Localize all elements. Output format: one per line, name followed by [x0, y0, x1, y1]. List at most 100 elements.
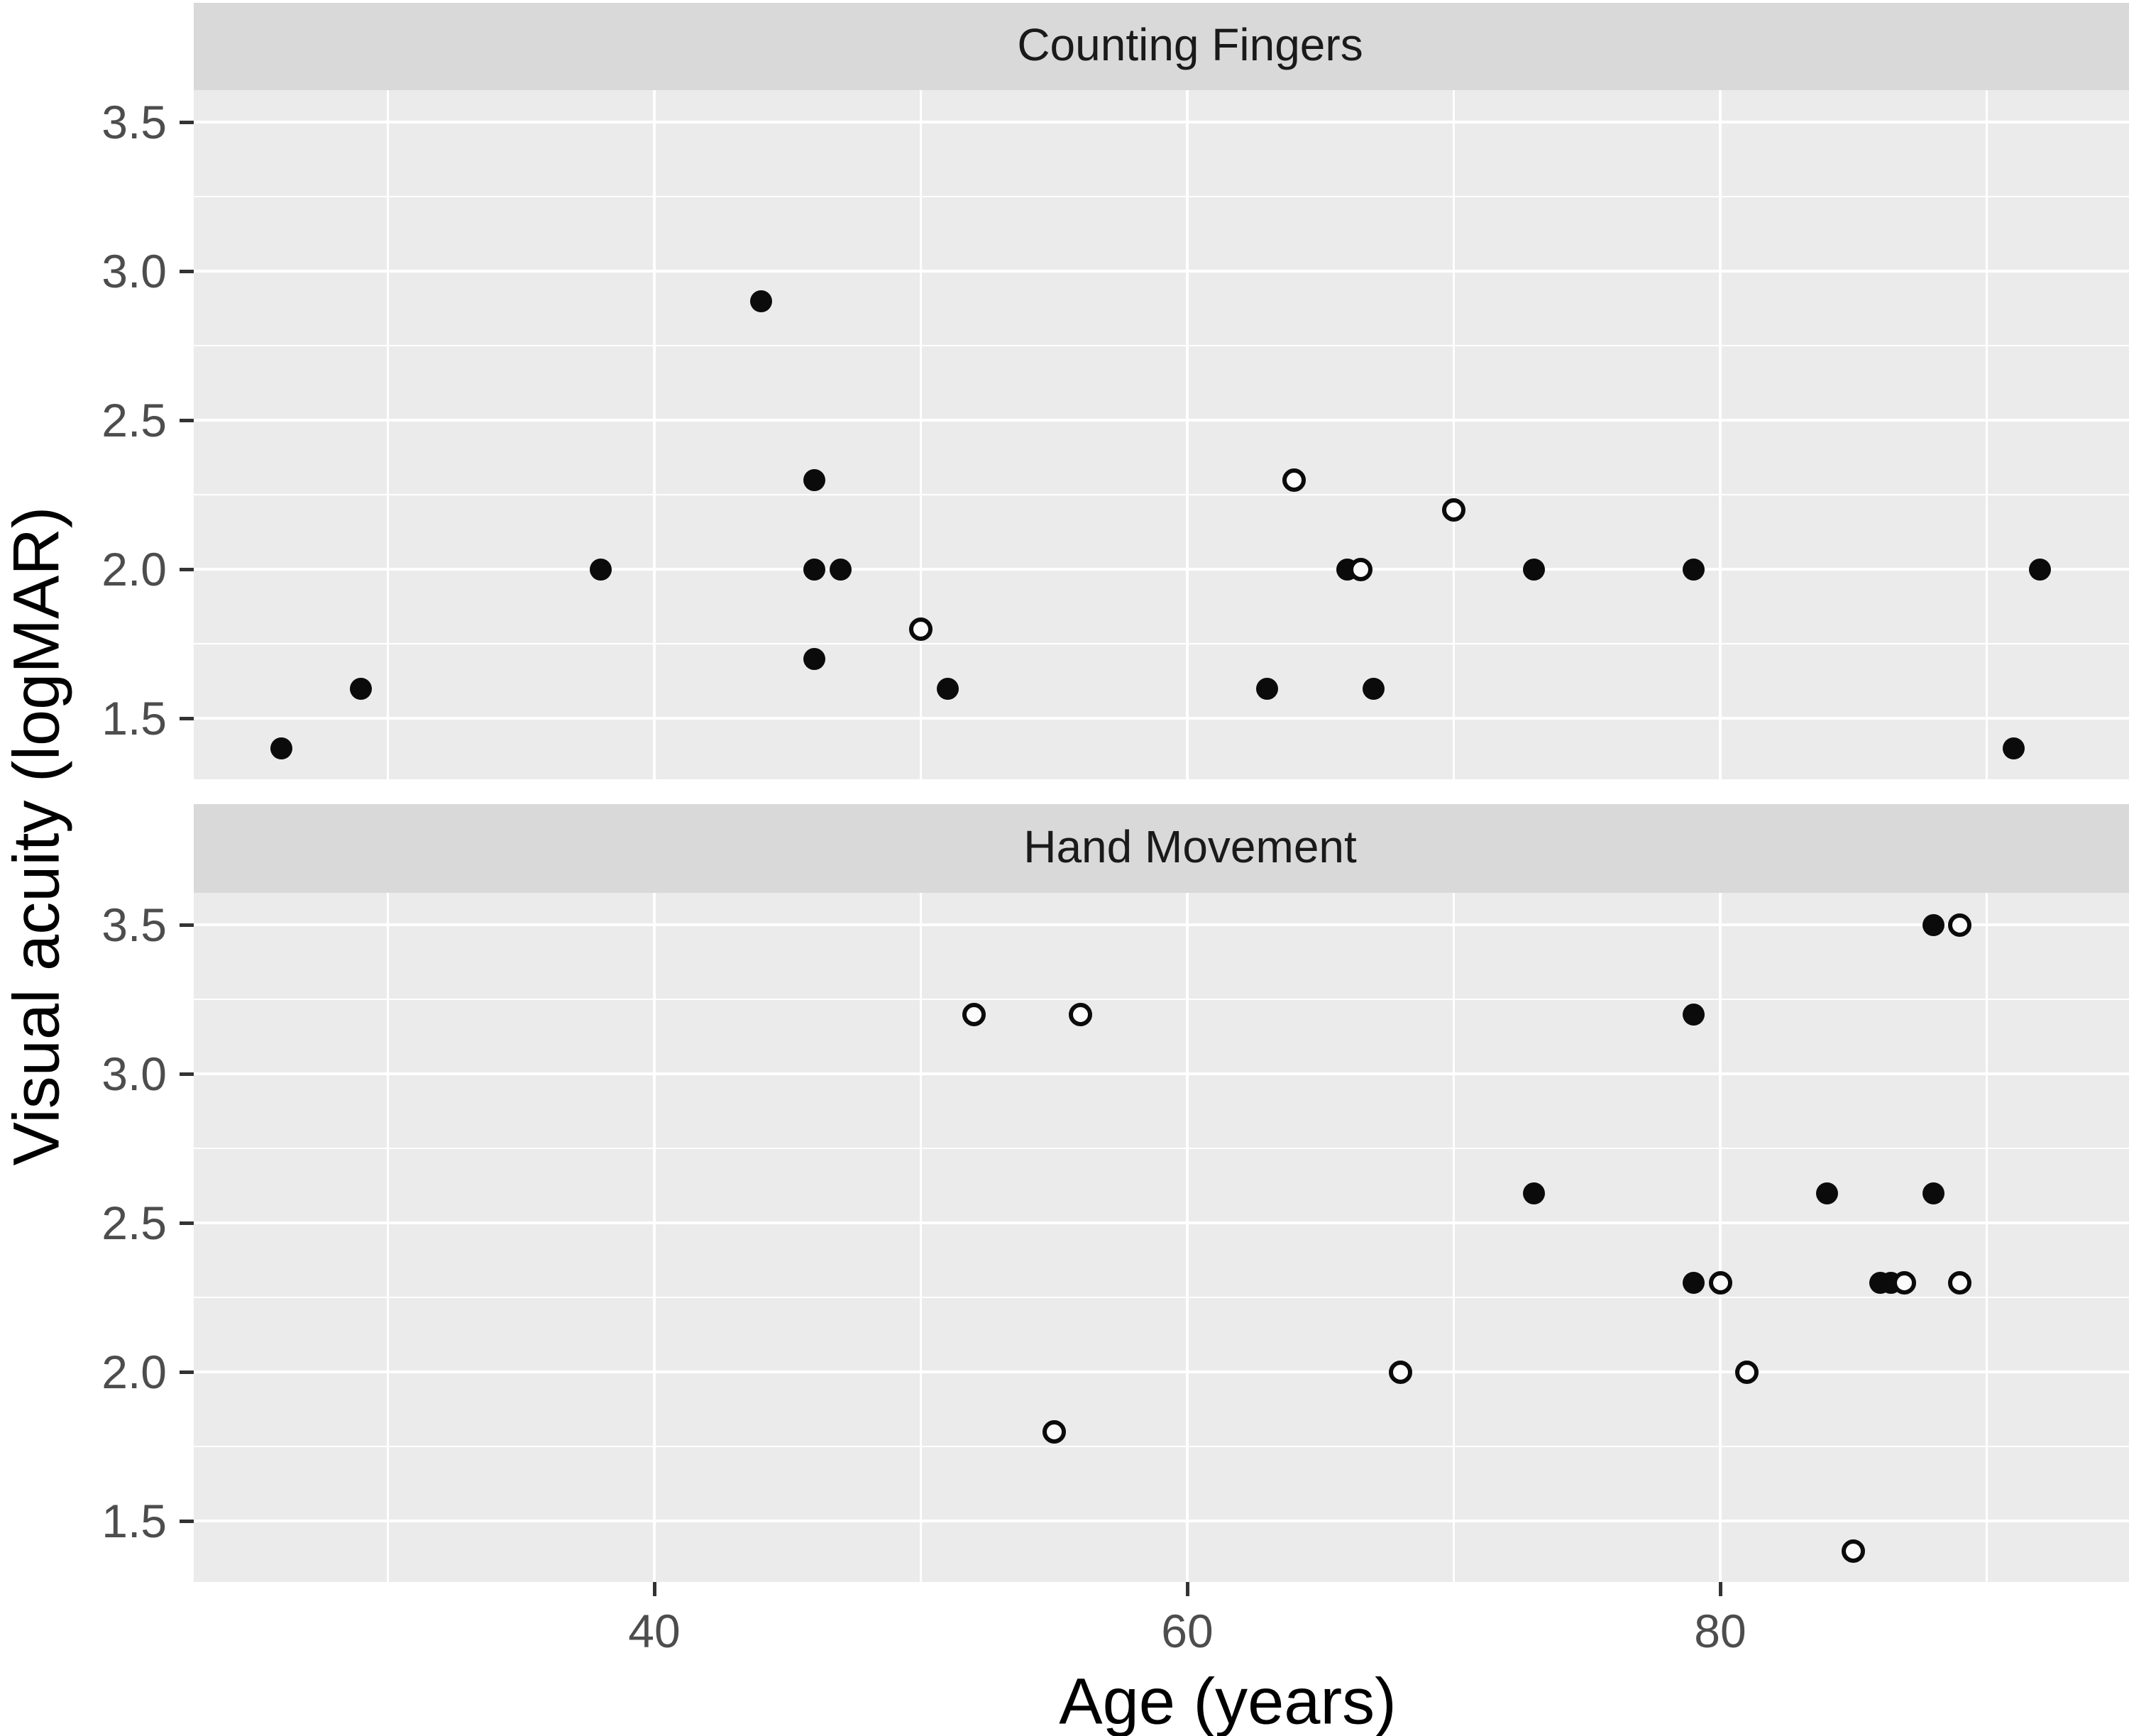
y-tick-mark [180, 567, 194, 571]
data-point-filled [1522, 558, 1545, 581]
x-tick-label: 60 [1161, 1605, 1214, 1657]
gridline-minor-x [387, 893, 389, 1582]
y-tick-mark [180, 269, 194, 273]
data-point-filled [1682, 1003, 1705, 1026]
x-axis-title: Age (years) [1059, 1665, 1397, 1736]
data-point-open [909, 617, 933, 641]
data-point-filled [270, 737, 292, 759]
gridline-minor-y [194, 998, 2129, 1001]
x-tick-mark [1185, 1582, 1189, 1596]
data-point-filled [1922, 913, 1944, 936]
data-point-filled [1682, 558, 1705, 581]
gridline-minor-y [194, 642, 2129, 645]
gridline-major-y [194, 419, 2129, 422]
data-point-filled [590, 558, 612, 581]
data-point-open [1442, 498, 1465, 522]
gridline-major-x [653, 90, 656, 779]
gridline-minor-x [1453, 90, 1455, 779]
data-point-open [1892, 1270, 1916, 1295]
y-tick-mark [180, 418, 194, 422]
data-point-filled [936, 677, 959, 700]
data-point-open [1348, 557, 1372, 581]
y-tick-label: 1.5 [101, 692, 167, 745]
y-tick-label: 2.5 [101, 394, 167, 446]
gridline-minor-y [194, 493, 2129, 496]
gridline-major-x [1186, 893, 1189, 1582]
data-point-filled [749, 290, 772, 312]
y-tick-mark [180, 1072, 194, 1076]
data-point-open [1282, 468, 1306, 492]
data-point-open [1708, 1270, 1732, 1295]
gridline-major-y [194, 270, 2129, 273]
gridline-minor-x [1986, 90, 1988, 779]
gridline-major-y [194, 121, 2129, 123]
data-point-open [1948, 913, 1972, 937]
x-tick-label: 40 [628, 1605, 681, 1657]
y-tick-label: 2.0 [101, 1346, 167, 1398]
facet-strip-counting-fingers: Counting Fingers [194, 3, 2129, 90]
y-tick-label: 3.5 [101, 899, 167, 951]
data-point-filled [1363, 677, 1385, 700]
gridline-major-x [1186, 90, 1189, 779]
data-point-filled [1815, 1182, 1838, 1204]
data-point-filled [350, 677, 373, 700]
data-point-filled [1256, 677, 1279, 700]
gridline-minor-y [194, 195, 2129, 198]
data-point-open [1042, 1419, 1066, 1444]
gridline-major-y [194, 1520, 2129, 1522]
x-tick-label: 80 [1694, 1605, 1746, 1657]
gridline-major-y [194, 1221, 2129, 1224]
gridline-minor-y [194, 1296, 2129, 1299]
gridline-minor-y [194, 344, 2129, 347]
gridline-minor-x [920, 893, 922, 1582]
gridline-major-x [653, 893, 656, 1582]
gridline-minor-y [194, 1445, 2129, 1448]
data-point-open [1842, 1539, 1866, 1563]
plot-panel-counting-fingers [194, 90, 2129, 779]
gridline-minor-x [1986, 893, 1988, 1582]
gridline-major-x [1719, 90, 1722, 779]
gridline-major-y [194, 717, 2129, 720]
data-point-open [1388, 1360, 1412, 1384]
data-point-open [1948, 1270, 1972, 1295]
gridline-minor-x [387, 90, 389, 779]
y-tick-label: 3.0 [101, 1048, 167, 1100]
y-tick-label: 1.5 [101, 1495, 167, 1547]
data-point-filled [803, 647, 825, 670]
y-tick-label: 2.0 [101, 543, 167, 595]
data-point-filled [803, 558, 825, 581]
data-point-open [1069, 1002, 1093, 1026]
y-tick-mark [180, 1519, 194, 1523]
data-point-filled [1922, 1182, 1944, 1204]
gridline-major-y [194, 1072, 2129, 1075]
data-point-filled [1522, 1182, 1545, 1204]
data-point-open [1735, 1360, 1759, 1384]
facet-strip-hand-movement: Hand Movement [194, 804, 2129, 893]
data-point-filled [830, 558, 852, 581]
data-point-filled [803, 468, 825, 491]
gridline-minor-x [920, 90, 922, 779]
y-tick-label: 2.5 [101, 1197, 167, 1249]
y-tick-label: 3.0 [101, 245, 167, 297]
gridline-major-x [1719, 893, 1722, 1582]
facet-strip-label: Counting Fingers [1017, 18, 1363, 70]
gridline-major-y [194, 923, 2129, 926]
y-tick-mark [180, 1370, 194, 1374]
plot-panel-hand-movement [194, 893, 2129, 1582]
data-point-filled [1682, 1271, 1705, 1294]
gridline-major-y [194, 568, 2129, 571]
y-axis-title: Visual acuity (logMAR) [0, 506, 73, 1166]
gridline-major-y [194, 1370, 2129, 1373]
y-tick-mark [180, 716, 194, 720]
y-tick-mark [180, 120, 194, 124]
x-tick-mark [1718, 1582, 1722, 1596]
gridline-minor-x [1453, 893, 1455, 1582]
y-tick-mark [180, 1221, 194, 1225]
data-point-filled [2002, 737, 2025, 759]
x-tick-mark [652, 1582, 656, 1596]
y-tick-mark [180, 923, 194, 927]
facet-strip-label: Hand Movement [1023, 820, 1357, 872]
y-tick-label: 3.5 [101, 96, 167, 148]
gridline-minor-y [194, 1147, 2129, 1150]
